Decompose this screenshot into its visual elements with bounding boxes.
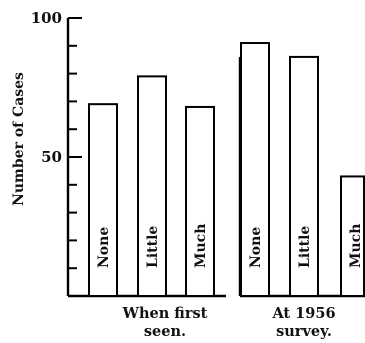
bar-1-little bbox=[137, 75, 167, 297]
bar-1-none bbox=[88, 103, 118, 298]
group-label: survey. bbox=[276, 323, 332, 340]
y-axis-label: Number of Cases bbox=[11, 72, 27, 206]
group-label: When first bbox=[122, 305, 208, 322]
bar-label: None bbox=[248, 227, 264, 268]
bar-1-much bbox=[185, 105, 215, 297]
group-label: At 1956 bbox=[271, 305, 335, 322]
bar-label: Much bbox=[348, 224, 364, 268]
y-ticks bbox=[68, 17, 82, 270]
group-label: seen. bbox=[144, 323, 186, 340]
labels: 50 100 Number of Cases None Little Much When f… bbox=[11, 9, 364, 340]
bar-label: Little bbox=[145, 226, 161, 268]
bar-2-none bbox=[240, 42, 270, 297]
bar-label: Little bbox=[297, 226, 313, 268]
bar-label: None bbox=[96, 227, 112, 268]
bar-label: Much bbox=[193, 224, 209, 268]
bars bbox=[88, 42, 365, 298]
bar-2-much bbox=[340, 175, 365, 298]
y-tick-label: 100 bbox=[31, 9, 62, 27]
y-tick-label: 50 bbox=[41, 148, 62, 166]
bar-2-little bbox=[289, 55, 319, 297]
